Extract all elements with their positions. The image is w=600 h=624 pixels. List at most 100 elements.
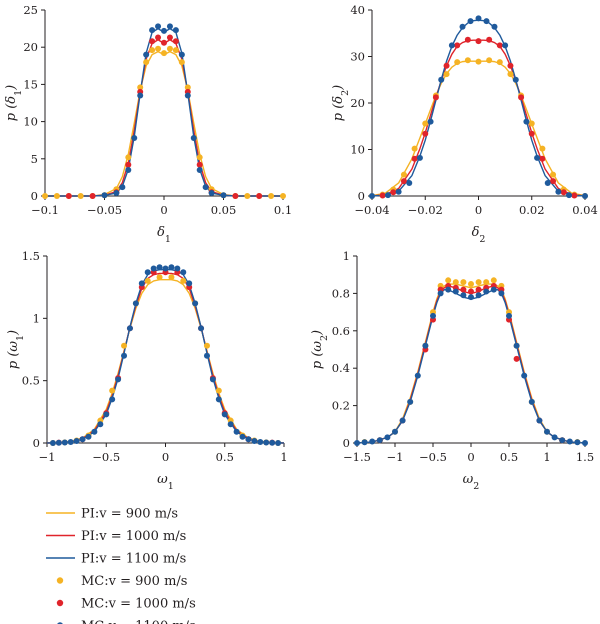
- y-tick-label: 5: [31, 152, 38, 166]
- data-point-series-4: [475, 286, 482, 293]
- data-point-series-4: [550, 178, 557, 185]
- data-point-series-4: [513, 355, 520, 362]
- x-tick-label: −0.1: [31, 203, 59, 217]
- data-point-series-4: [149, 38, 156, 45]
- data-point-series-5: [384, 192, 391, 199]
- data-point-series-3: [156, 274, 163, 281]
- data-point-series-5: [491, 23, 498, 30]
- data-point-series-5: [174, 265, 181, 272]
- data-point-series-3: [125, 154, 132, 161]
- y-tick-label: 1: [33, 311, 40, 325]
- data-point-series-5: [407, 398, 414, 405]
- data-point-series-5: [132, 300, 139, 307]
- data-point-series-5: [445, 286, 452, 293]
- data-point-series-5: [113, 190, 120, 197]
- data-point-series-5: [161, 27, 167, 34]
- data-point-series-5: [534, 154, 541, 161]
- data-point-series-5: [209, 376, 216, 383]
- x-tick-label: 0: [475, 203, 482, 217]
- data-point-series-4: [232, 193, 239, 199]
- y-tick-label: 1: [343, 249, 350, 263]
- data-point-series-5: [149, 27, 156, 34]
- chart-panel-top-right: 0 10 20 30 40 −0.04 −0.02 0 0.02 0.04 δ2 p (δ2): [331, 3, 598, 245]
- data-point-series-5: [437, 290, 444, 297]
- y-tick-label: 0.6: [332, 324, 350, 338]
- data-point-series-5: [475, 292, 482, 299]
- data-point-series-5: [172, 27, 179, 34]
- data-point-series-5: [101, 192, 108, 199]
- data-point-series-5: [399, 417, 406, 424]
- data-point-series-5: [452, 288, 459, 295]
- data-point-series-5: [512, 76, 519, 83]
- data-point-series-5: [55, 439, 62, 446]
- y-tick-label: 10: [23, 115, 38, 129]
- data-point-series-3: [400, 171, 407, 178]
- data-point-series-5: [574, 439, 581, 446]
- data-point-series-5: [544, 428, 550, 435]
- data-point-series-3: [121, 342, 128, 349]
- data-point-series-5: [180, 269, 187, 276]
- data-point-series-5: [521, 372, 528, 379]
- legend-item: MC:v = 1000 m/s: [56, 597, 196, 612]
- data-point-series-5: [190, 134, 197, 141]
- data-point-series-4: [496, 42, 503, 49]
- data-point-series-5: [215, 396, 222, 403]
- data-point-series-4: [539, 155, 546, 162]
- x-tick-label: 1: [543, 450, 550, 464]
- data-point-series-5: [555, 188, 562, 195]
- x-tick-label: −0.5: [419, 450, 447, 464]
- data-point-series-3: [528, 120, 535, 127]
- data-point-series-3: [268, 193, 275, 199]
- data-point-series-5: [406, 179, 413, 186]
- data-point-series-5: [49, 440, 56, 446]
- data-point-series-5: [109, 396, 116, 403]
- legend-item: PI:v = 900 m/s: [46, 507, 178, 522]
- data-point-series-4: [460, 286, 467, 293]
- data-point-series-5: [582, 193, 588, 199]
- chart-panel-bottom-right: 0 0.2 0.4 0.6 0.8 1 −1.5 −1 −0.5 0 0.5 1 1.5 ω2 p (ω2): [310, 249, 594, 492]
- data-point-series-3: [244, 193, 251, 199]
- data-point-series-5: [155, 23, 162, 30]
- data-point-series-5: [275, 440, 282, 446]
- data-point-series-5: [416, 154, 423, 161]
- data-point-series-3: [496, 59, 503, 66]
- x-axis-label: ω1: [157, 472, 174, 492]
- y-tick-label: 40: [350, 3, 365, 17]
- data-point-series-5: [566, 438, 573, 445]
- data-point-series-3: [109, 387, 116, 394]
- legend-marker-swatch: [56, 577, 64, 584]
- x-axis-label: ω2: [463, 472, 480, 492]
- data-point-series-5: [263, 439, 270, 446]
- data-point-series-5: [361, 439, 368, 446]
- x-tick-label: 0: [162, 450, 169, 464]
- data-point-series-4: [507, 62, 514, 69]
- data-point-series-5: [125, 166, 132, 173]
- x-tick-label: 0.05: [211, 203, 237, 217]
- data-point-series-3: [422, 120, 429, 127]
- data-point-series-5: [178, 51, 185, 58]
- data-point-series-5: [559, 437, 566, 444]
- x-tick-label: −0.02: [408, 203, 443, 217]
- data-point-series-3: [53, 193, 60, 199]
- data-point-series-3: [215, 387, 222, 394]
- series-line-1: [356, 285, 586, 444]
- data-point-series-5: [61, 439, 68, 446]
- data-point-series-3: [178, 59, 185, 66]
- x-tick-label: 0.5: [500, 450, 518, 464]
- x-tick-label: 0: [160, 203, 167, 217]
- data-point-series-5: [156, 264, 163, 271]
- x-tick-label: −0.5: [92, 450, 120, 464]
- legend-label: PI:v = 1100 m/s: [81, 552, 186, 567]
- data-point-series-5: [551, 434, 558, 441]
- data-point-series-5: [245, 436, 252, 443]
- data-point-series-5: [498, 290, 505, 297]
- series-line-2: [371, 19, 586, 197]
- data-point-series-5: [438, 76, 445, 83]
- data-point-series-5: [143, 51, 150, 58]
- data-point-series-4: [256, 193, 263, 199]
- data-point-series-3: [280, 193, 286, 199]
- data-point-series-5: [427, 118, 434, 125]
- data-point-series-4: [475, 38, 482, 45]
- x-axis-label: δ1: [157, 225, 171, 245]
- data-point-series-5: [203, 352, 210, 359]
